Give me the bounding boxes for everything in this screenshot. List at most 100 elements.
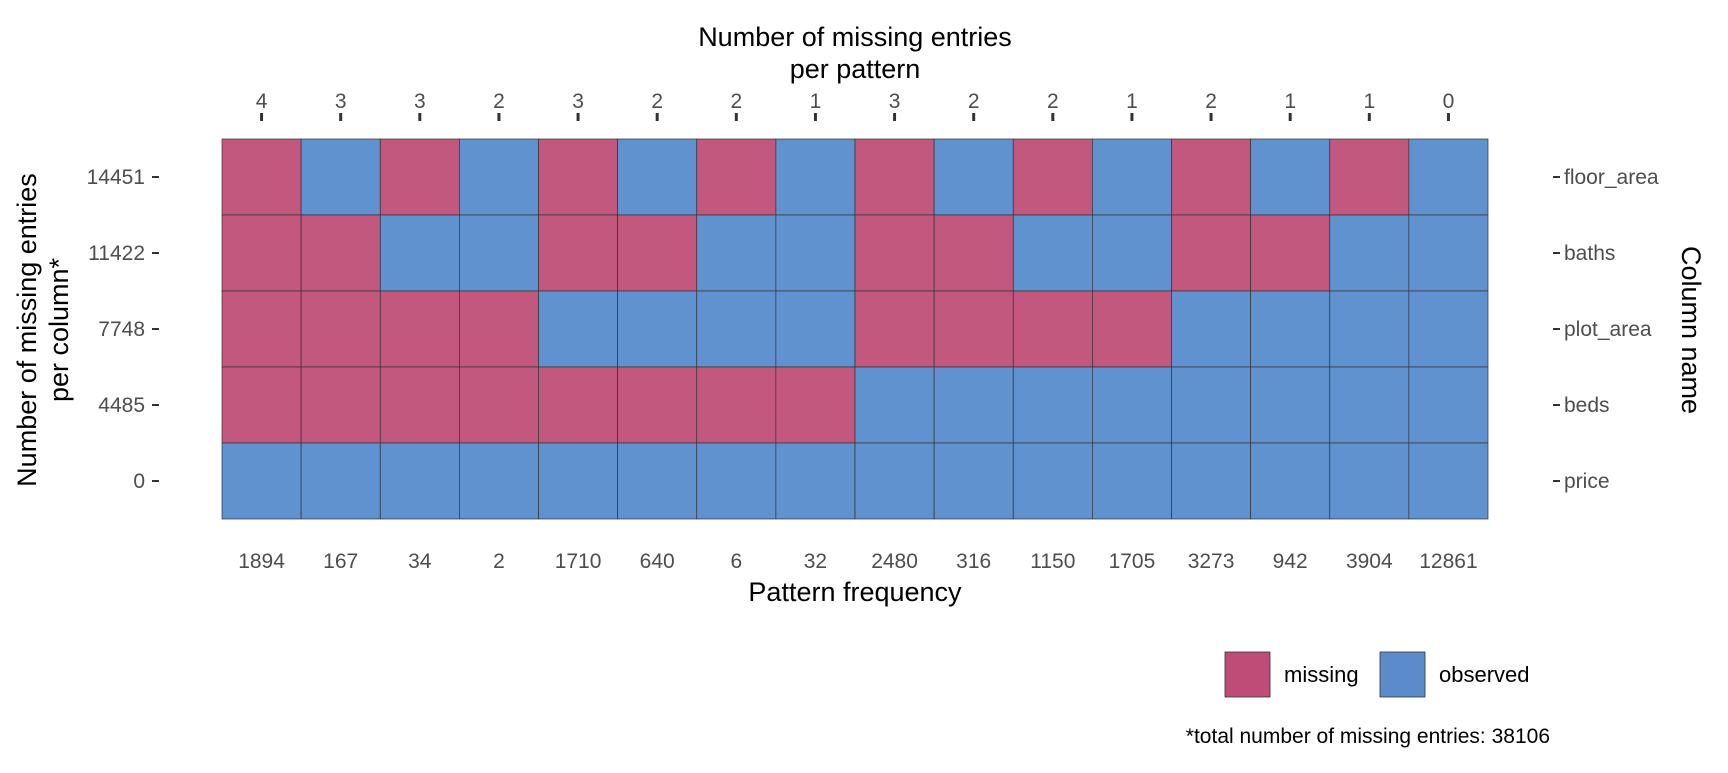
cell-plot_area-pattern-12 xyxy=(1092,290,1172,368)
legend: missing observed xyxy=(1224,651,1530,698)
cell-price-pattern-13 xyxy=(1171,442,1251,520)
heatmap-cells xyxy=(221,138,1489,520)
cell-beds-pattern-5 xyxy=(538,366,618,444)
cell-plot_area-pattern-7 xyxy=(696,290,777,368)
cell-floor_area-pattern-14 xyxy=(1250,138,1331,216)
tick-labels: 4189431673342231710264026132324802316211… xyxy=(87,90,1659,573)
cell-floor_area-pattern-1 xyxy=(221,138,302,216)
top-tick-label: 3 xyxy=(335,90,347,113)
cell-floor_area-pattern-16 xyxy=(1408,138,1489,216)
top-tick-label: 0 xyxy=(1443,90,1455,113)
right-tick-label: floor_area xyxy=(1564,166,1659,189)
left-tick-label: 11422 xyxy=(88,242,145,265)
cell-floor_area-pattern-5 xyxy=(538,138,618,216)
cell-baths-pattern-13 xyxy=(1171,214,1251,292)
bottom-tick-label: 34 xyxy=(408,550,432,573)
top-tick-label: 1 xyxy=(810,90,822,113)
cell-beds-pattern-11 xyxy=(1012,366,1093,444)
axis-titles: Number of missing entries per pattern Pa… xyxy=(12,22,1706,607)
cell-price-pattern-11 xyxy=(1012,442,1093,520)
bottom-tick-label: 32 xyxy=(804,550,827,573)
top-tick-label: 2 xyxy=(968,90,980,113)
bottom-tick-label: 2480 xyxy=(871,550,918,573)
cell-floor_area-pattern-10 xyxy=(933,138,1014,216)
bottom-tick-label: 1710 xyxy=(555,550,602,573)
cell-price-pattern-10 xyxy=(933,442,1014,520)
cell-baths-pattern-3 xyxy=(379,214,460,292)
cell-baths-pattern-8 xyxy=(775,214,856,292)
cell-floor_area-pattern-4 xyxy=(459,138,539,216)
cell-plot_area-pattern-10 xyxy=(933,290,1014,368)
top-tick-label: 1 xyxy=(1363,90,1375,113)
cell-floor_area-pattern-3 xyxy=(379,138,460,216)
cell-floor_area-pattern-13 xyxy=(1171,138,1251,216)
cell-plot_area-pattern-3 xyxy=(379,290,460,368)
cell-beds-pattern-4 xyxy=(459,366,539,444)
cell-floor_area-pattern-11 xyxy=(1012,138,1093,216)
cell-price-pattern-16 xyxy=(1408,442,1489,520)
cell-baths-pattern-12 xyxy=(1092,214,1172,292)
cell-plot_area-pattern-8 xyxy=(775,290,856,368)
top-tick-label: 2 xyxy=(493,90,505,113)
cell-beds-pattern-15 xyxy=(1329,366,1410,444)
cell-price-pattern-3 xyxy=(379,442,460,520)
cell-plot_area-pattern-9 xyxy=(854,290,935,368)
cell-floor_area-pattern-15 xyxy=(1329,138,1410,216)
cell-plot_area-pattern-4 xyxy=(459,290,539,368)
cell-baths-pattern-14 xyxy=(1250,214,1331,292)
cell-baths-pattern-6 xyxy=(617,214,698,292)
cell-price-pattern-4 xyxy=(459,442,539,520)
left-axis-title-line1: Number of missing entries xyxy=(12,173,42,487)
cell-beds-pattern-10 xyxy=(933,366,1014,444)
bottom-tick-label: 316 xyxy=(956,550,991,573)
cell-baths-pattern-5 xyxy=(538,214,618,292)
cell-beds-pattern-13 xyxy=(1171,366,1251,444)
cell-baths-pattern-16 xyxy=(1408,214,1489,292)
cell-plot_area-pattern-15 xyxy=(1329,290,1410,368)
caption: *total number of missing entries: 38106 xyxy=(1186,725,1550,748)
cell-plot_area-pattern-11 xyxy=(1012,290,1093,368)
left-tick-label: 7748 xyxy=(98,318,145,341)
top-tick-label: 3 xyxy=(572,90,584,113)
top-tick-label: 2 xyxy=(651,90,663,113)
top-tick-label: 2 xyxy=(730,90,742,113)
top-axis-title-line2: per pattern xyxy=(790,54,921,84)
cell-price-pattern-6 xyxy=(617,442,698,520)
left-tick-label: 4485 xyxy=(98,394,145,417)
cell-baths-pattern-4 xyxy=(459,214,539,292)
bottom-tick-label: 1705 xyxy=(1109,550,1156,573)
cell-plot_area-pattern-14 xyxy=(1250,290,1331,368)
cell-baths-pattern-1 xyxy=(221,214,302,292)
cell-beds-pattern-14 xyxy=(1250,366,1331,444)
cell-beds-pattern-3 xyxy=(379,366,460,444)
cell-price-pattern-9 xyxy=(854,442,935,520)
cell-plot_area-pattern-13 xyxy=(1171,290,1251,368)
top-axis-title-line1: Number of missing entries xyxy=(698,22,1012,52)
cell-price-pattern-2 xyxy=(300,442,381,520)
cell-floor_area-pattern-2 xyxy=(300,138,381,216)
cell-baths-pattern-10 xyxy=(933,214,1014,292)
cell-price-pattern-5 xyxy=(538,442,618,520)
bottom-tick-label: 2 xyxy=(493,550,505,573)
bottom-tick-label: 6 xyxy=(730,550,742,573)
top-tick-label: 2 xyxy=(1205,90,1217,113)
cell-price-pattern-1 xyxy=(221,442,302,520)
cell-floor_area-pattern-7 xyxy=(696,138,777,216)
right-axis-title: Column name xyxy=(1676,246,1706,414)
left-tick-label: 14451 xyxy=(87,166,145,189)
cell-baths-pattern-2 xyxy=(300,214,381,292)
right-tick-label: beds xyxy=(1564,394,1610,417)
bottom-tick-label: 3273 xyxy=(1188,550,1235,573)
left-tick-label: 0 xyxy=(133,470,145,493)
cell-baths-pattern-15 xyxy=(1329,214,1410,292)
cell-plot_area-pattern-1 xyxy=(221,290,302,368)
legend-missing-label: missing xyxy=(1284,662,1359,687)
top-tick-label: 3 xyxy=(889,90,901,113)
cell-beds-pattern-16 xyxy=(1408,366,1489,444)
top-tick-label: 3 xyxy=(414,90,426,113)
right-tick-label: baths xyxy=(1564,242,1615,265)
cell-baths-pattern-9 xyxy=(854,214,935,292)
legend-observed-swatch xyxy=(1379,651,1426,698)
top-tick-label: 2 xyxy=(1047,90,1059,113)
bottom-tick-label: 167 xyxy=(323,550,358,573)
